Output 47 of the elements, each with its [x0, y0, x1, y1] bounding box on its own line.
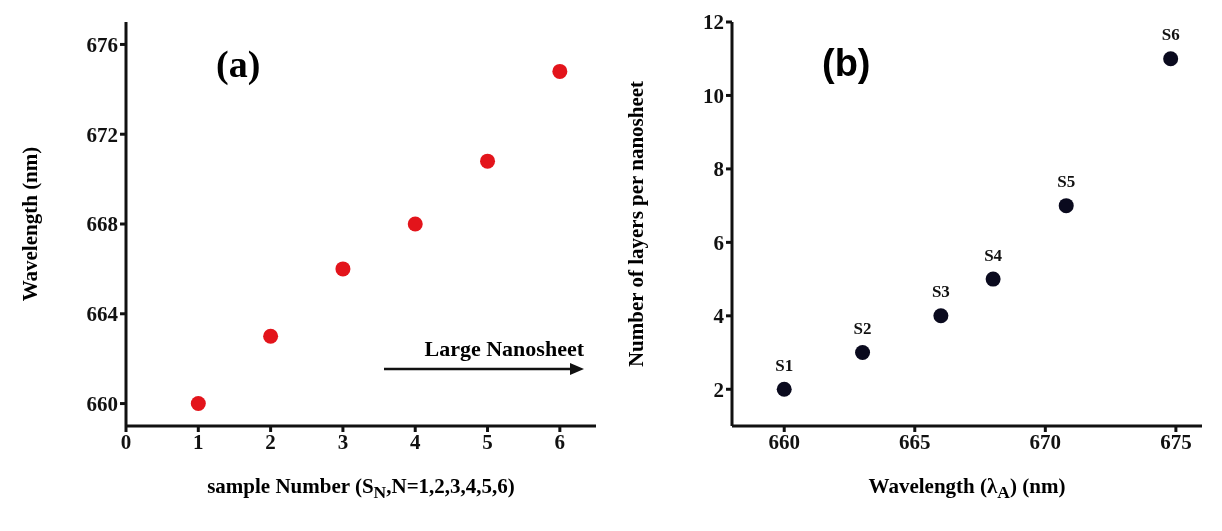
x-tick-label: 3 — [337, 429, 349, 454]
annotation: Large Nanosheet — [423, 336, 584, 362]
y-tick-label: 4 — [713, 304, 725, 329]
data-label: S5 — [1057, 172, 1076, 192]
y-axis-title: Number of layers per nanosheet — [623, 80, 649, 368]
point — [552, 63, 568, 79]
x-tick-label: 670 — [1029, 429, 1062, 454]
point — [1163, 51, 1179, 67]
y-axis-title: Wavelength (nm) — [17, 146, 43, 302]
x-tick-label: 675 — [1160, 429, 1192, 454]
y-tick-label: 676 — [86, 32, 118, 57]
x-tick-label: 2 — [265, 429, 276, 454]
y-tick-label: 660 — [86, 392, 118, 417]
point — [985, 271, 1001, 287]
x-tick-label: 0 — [120, 429, 132, 454]
data-label: S2 — [853, 319, 872, 339]
y-tick-label: 10 — [703, 83, 724, 108]
point — [480, 153, 496, 169]
text: (b) — [822, 42, 871, 85]
y-tick-label: 668 — [86, 212, 118, 237]
point — [933, 308, 949, 324]
x-tick-label: 1 — [193, 429, 204, 454]
y-tick-label: 8 — [713, 157, 724, 182]
y-tick-label: 6 — [713, 230, 724, 255]
data-label: S1 — [775, 355, 794, 375]
x-tick-label: 5 — [482, 429, 493, 454]
point — [855, 345, 871, 361]
y-tick-label: 2 — [713, 377, 724, 402]
point — [335, 261, 351, 277]
x-tick-label: 665 — [899, 429, 931, 454]
point — [407, 216, 423, 232]
x-axis-title: sample Number (S$_{N}$,N=1,2,3,4,5,6) — [207, 474, 515, 504]
x-tick-label: 660 — [768, 429, 800, 454]
y-tick-label: 664 — [86, 302, 119, 327]
point — [190, 396, 206, 412]
point — [263, 328, 279, 344]
data-label: S3 — [931, 282, 950, 302]
x-axis-title: Wavelength (λ$_{A}$) (nm) — [868, 474, 1066, 504]
text: (a) — [216, 42, 261, 86]
point — [776, 381, 792, 397]
point — [1058, 198, 1074, 214]
data-label: S4 — [984, 245, 1003, 265]
data-label: S6 — [1161, 25, 1180, 45]
y-tick-label: 12 — [703, 10, 724, 35]
y-tick-label: 672 — [86, 122, 118, 147]
x-tick-label: 4 — [409, 429, 421, 454]
x-tick-label: 6 — [554, 429, 566, 454]
